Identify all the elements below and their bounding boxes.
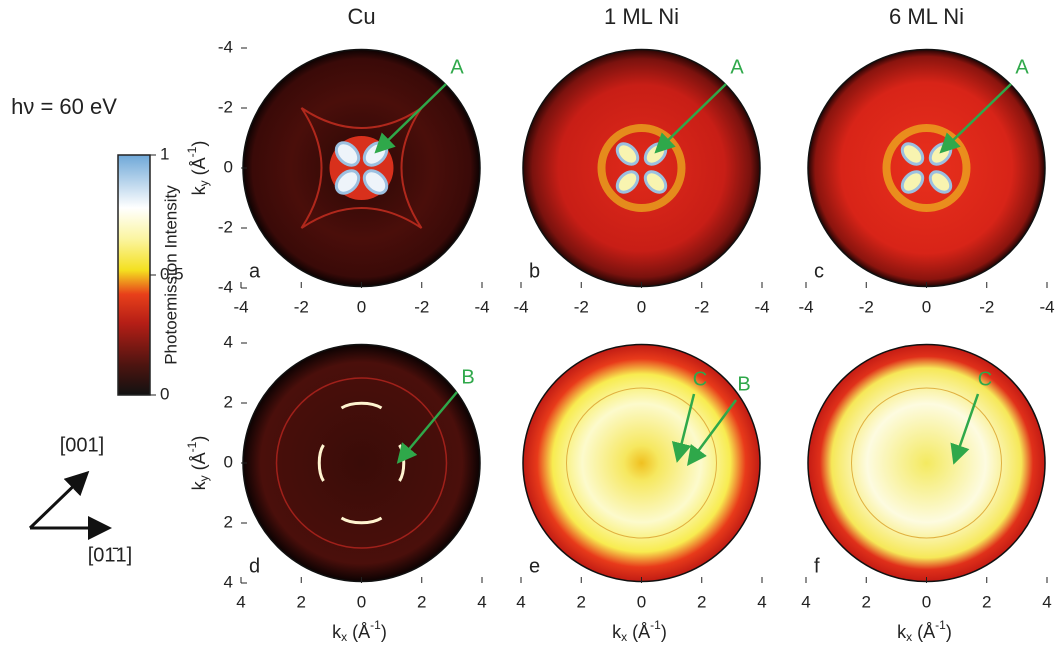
x-tick-label: -4 [754,297,769,316]
axis-label-part: ) [946,622,952,642]
x-tick-label: 4 [1042,592,1051,611]
axis-label-part: (Å [189,157,209,180]
x-tick-label: -4 [798,297,813,316]
x-tick-label: 0 [922,592,931,611]
colorbar [118,155,150,395]
y-tick-label: 0 [224,452,233,471]
direction-label: [001] [60,434,104,456]
y-tick-label: -2 [218,217,233,236]
panel: dB4422002244 [224,332,487,611]
axis-label-part: -1 [370,618,381,632]
x-tick-label: -2 [294,297,309,316]
y-tick-label: 2 [224,512,233,531]
axis-label-part: ) [189,436,209,442]
x-tick-label: 2 [417,592,426,611]
panel-letter: d [249,555,260,577]
intensity-map [808,345,1045,582]
y-tick-label: -4 [218,37,233,56]
panel-letter: b [529,260,540,282]
axis-label-part: (Å [189,452,209,475]
axis-label-part: -1 [185,441,199,452]
y-tick-label: 4 [224,572,233,591]
x-tick-label: 2 [697,592,706,611]
axis-label-part: (Å [912,622,935,642]
y-tick-label: 0 [224,157,233,176]
x-tick-label: -2 [859,297,874,316]
column-title: 1 ML Ni [604,4,679,29]
photon-energy: hν = 60 eV [11,94,117,119]
axis-label-part: ) [381,622,387,642]
x-tick-label: -4 [474,297,489,316]
x-tick-label: -2 [694,297,709,316]
colorbar-tick-label: 1 [160,144,169,163]
colorbar-tick-label: 0.5 [160,264,184,283]
figure: hν = 60 eV Photoemission Intensity [001]… [0,0,1056,653]
axis-label-part: (Å [627,622,650,642]
x-tick-label: 2 [577,592,586,611]
intensity-map [243,345,480,582]
x-tick-label: 0 [357,592,366,611]
axis-label-part: ) [189,141,209,147]
x-tick-label: 0 [637,297,646,316]
panel: b A -4 -2 0 -2 -4 [513,50,769,317]
annotation-label: B [461,366,474,388]
x-tick-label: 0 [357,297,366,316]
x-tick-label: 0 [922,297,931,316]
y-tick-label: -2 [218,97,233,116]
panel: aA-4-4-2-200-2-2-4-4 [218,37,490,316]
annotation-label: C [693,368,707,390]
direction-arrow [30,475,85,528]
annotation-label: C [978,368,992,390]
panel: e C B 4 2 0 2 4 [516,345,766,612]
x-tick-label: 4 [757,592,766,611]
x-tick-label: 4 [477,592,486,611]
intensity-map [523,345,760,582]
x-tick-label: -2 [414,297,429,316]
panel: f C 4 2 0 2 4 [801,345,1051,612]
axis-label: ky (Å-1) [185,436,211,491]
axis-label-part: -1 [650,618,661,632]
x-tick-label: 4 [801,592,810,611]
axis-label: ky (Å-1) [185,141,211,196]
column-title: Cu [347,4,375,29]
annotation-label: A [1015,56,1029,78]
axis-label-part: ) [661,622,667,642]
axis-label-part: -1 [935,618,946,632]
annotation-label: A [730,56,744,78]
x-tick-label: 0 [637,592,646,611]
panel-letter: f [814,555,820,577]
axis-label-part: -1 [185,146,199,157]
direction-label: [01̄1] [88,544,132,566]
panel-letter: c [814,260,824,282]
x-tick-label: -2 [574,297,589,316]
x-tick-label: -4 [1039,297,1054,316]
x-tick-label: -2 [979,297,994,316]
panel-letter: a [249,260,261,282]
y-tick-label: 4 [224,332,233,351]
colorbar-tick-label: 0 [160,384,169,403]
annotation-label: A [450,56,464,78]
axis-label-part: (Å [347,622,370,642]
annotation-label: B [737,373,750,395]
axis-label: kx (Å-1) [332,618,387,644]
x-tick-label: -4 [233,297,248,316]
x-tick-label: 4 [236,592,245,611]
x-tick-label: 4 [516,592,525,611]
x-tick-label: 2 [982,592,991,611]
column-title: 6 ML Ni [889,4,964,29]
x-tick-label: -4 [513,297,528,316]
y-tick-label: -4 [218,277,233,296]
x-tick-label: 2 [862,592,871,611]
axis-label: kx (Å-1) [897,618,952,644]
panel: c A -4 -2 0 -2 -4 [798,50,1054,317]
y-tick-label: 2 [224,392,233,411]
x-tick-label: 2 [297,592,306,611]
axis-label: kx (Å-1) [612,618,667,644]
panel-letter: e [529,555,540,577]
